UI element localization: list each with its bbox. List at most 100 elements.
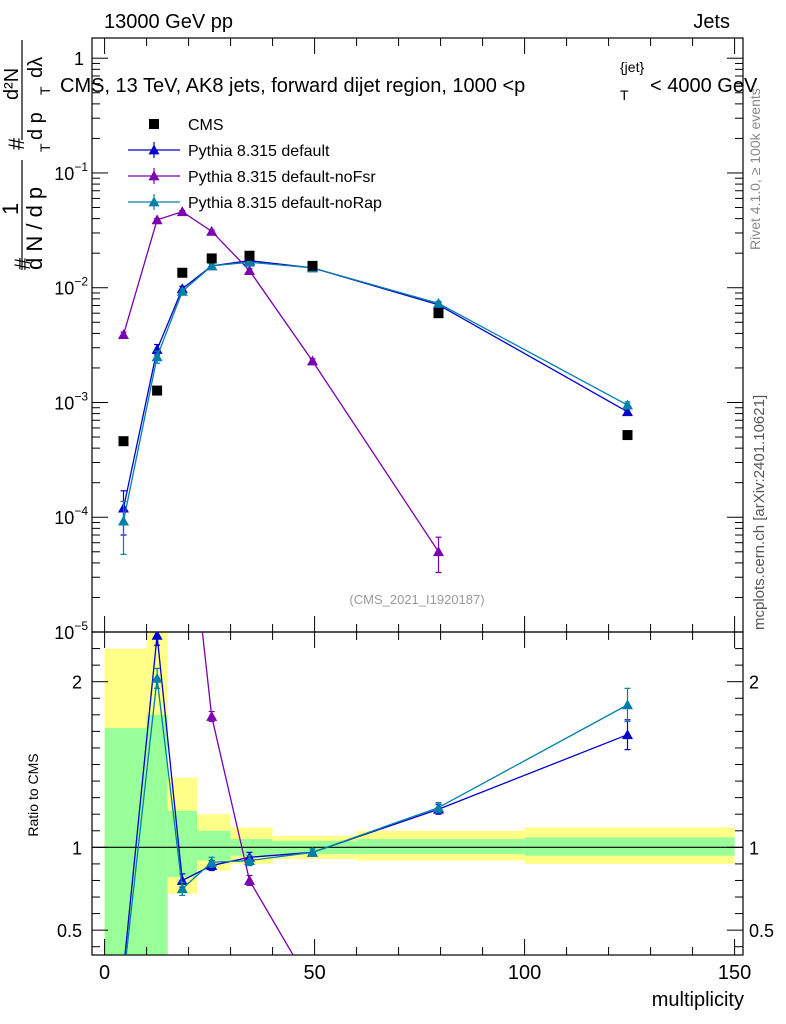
cms-point-4	[244, 250, 255, 261]
ratio-point-0-1	[151, 632, 163, 640]
ratio-uncertainty-bands	[92, 632, 743, 955]
cms-point-0	[118, 436, 129, 447]
y-tick-label-4: 10−4	[54, 504, 88, 528]
ratio-tick-label-1: 1	[72, 838, 82, 858]
x-tick-label-1: 50	[303, 962, 325, 984]
ratio-data-layer	[118, 444, 633, 1016]
ratio-plot-frame	[91, 631, 744, 956]
ratio-series-1	[177, 444, 444, 1016]
svg-text:dλ: dλ	[25, 57, 47, 78]
ratio-tick-label-right-1: 1	[749, 838, 759, 858]
cms-point-6	[433, 308, 444, 319]
data-point-1-2	[176, 206, 188, 217]
legend-marker-0	[148, 144, 160, 155]
legend-item-2: Pythia 8.315 default-noRap	[128, 194, 382, 212]
band-inner-6	[356, 839, 525, 854]
svg-text:1: 1	[0, 203, 23, 215]
svg-text:T: T	[37, 143, 53, 152]
legend-item-0: Pythia 8.315 default	[128, 142, 330, 160]
y-tick-label-5: 10−5	[54, 619, 88, 643]
y-tick-label-3: 10−3	[54, 389, 88, 413]
ratio-point-0-0	[118, 964, 129, 974]
svg-text:d N / d p: d N / d p	[22, 187, 47, 270]
series-0	[118, 255, 633, 536]
svg-text:d²N: d²N	[1, 68, 23, 100]
ratio-point-2-1	[151, 672, 163, 683]
svg-text:CMS, 13 TeV, AK8 jets, forward: CMS, 13 TeV, AK8 jets, forward dijet reg…	[60, 75, 525, 97]
data-point-1-5	[307, 355, 318, 366]
cms-point-1	[152, 385, 163, 396]
header-energy: 13000 GeV pp	[104, 11, 233, 33]
cms-point-2	[177, 267, 188, 278]
x-tick-label-0: 0	[99, 962, 110, 984]
ratio-point-1-5	[307, 983, 318, 993]
plot-title: CMS, 13 TeV, AK8 jets, forward dijet reg…	[60, 59, 758, 103]
ratio-tick-label-right-2: 0.5	[749, 921, 774, 941]
svg-text:T: T	[620, 87, 629, 103]
svg-text:{jet}: {jet}	[620, 59, 644, 75]
legend-label-2: Pythia 8.315 default-noRap	[188, 195, 382, 212]
data-point-2-7	[622, 399, 633, 410]
main-data-layer	[118, 206, 633, 574]
ratio-point-1-3	[206, 710, 218, 721]
band-inner-7	[524, 837, 735, 856]
header-category: Jets	[693, 11, 730, 33]
data-point-1-4	[244, 265, 255, 276]
x-tick-label-3: 150	[718, 962, 751, 984]
ratio-point-2-3	[206, 856, 218, 867]
series-line-0	[122, 260, 628, 509]
series-cms	[118, 250, 633, 447]
ratio-point-2-5	[307, 846, 318, 857]
ratio-point-1-6	[433, 1006, 444, 1016]
legend-marker-1	[148, 170, 160, 181]
ratio-point-1-4	[244, 874, 255, 885]
main-axis-ticks: 1 10−1 10−2 10−3 10−4 10−5	[54, 38, 743, 643]
legend-label-0: Pythia 8.315 default	[188, 143, 330, 160]
ratio-line-2	[125, 678, 628, 955]
y-tick-label-2: 10−2	[54, 275, 88, 299]
main-y-axis-label: # 1 d N / d p T # d²N d p T dλ	[0, 40, 53, 270]
y-tick-label-1: 10−1	[54, 160, 88, 184]
band-inner-0	[104, 728, 147, 955]
cms-point-3	[206, 253, 217, 264]
cms-point-5	[307, 260, 318, 271]
band-inner-1	[146, 714, 168, 955]
series-line-1	[122, 210, 440, 553]
ratio-tick-label-2: 0.5	[57, 921, 82, 941]
ratio-series-2	[118, 667, 633, 984]
legend-series: Pythia 8.315 default Pythia 8.315 default…	[128, 142, 382, 212]
ratio-tick-label-0: 2	[72, 673, 82, 693]
svg-text:< 4000 GeV: < 4000 GeV	[650, 75, 758, 97]
data-point-2-3	[206, 260, 218, 271]
legend-item-1: Pythia 8.315 default-noFsr	[128, 168, 376, 186]
analysis-id: (CMS_2021_I1920187)	[349, 592, 484, 607]
ratio-point-0-7	[622, 729, 633, 740]
data-point-2-2	[176, 285, 188, 296]
ratio-point-2-6	[433, 802, 444, 812]
y-tick-label-0: 1	[74, 49, 84, 69]
data-point-1-3	[206, 225, 218, 236]
rivet-watermark: Rivet 4.1.0, ≥ 100k events	[747, 88, 763, 250]
ratio-point-1-2	[177, 444, 188, 454]
x-axis-label: multiplicity	[652, 989, 744, 1011]
ratio-tick-label-right-0: 2	[749, 673, 759, 693]
ratio-point-2-4	[244, 855, 255, 865]
ratio-point-2-2	[176, 883, 188, 894]
data-point-0-7	[622, 406, 633, 417]
band-inner-2	[167, 810, 197, 878]
cms-point-7	[622, 430, 633, 441]
data-point-1-0	[118, 329, 129, 340]
legend-label-1: Pythia 8.315 default-noFsr	[188, 169, 376, 186]
legend-marker-2	[148, 196, 160, 207]
ratio-point-2-0	[118, 974, 129, 984]
svg-text:T: T	[37, 86, 53, 95]
mcplots-watermark: mcplots.cern.ch [arXiv:2401.10621]	[751, 395, 768, 630]
ratio-point-2-7	[622, 699, 633, 710]
data-point-1-1	[151, 214, 163, 225]
data-point-2-0	[118, 515, 129, 526]
band-inner-3	[197, 830, 231, 861]
svg-text:d p: d p	[25, 112, 47, 140]
data-point-2-4	[244, 256, 255, 267]
